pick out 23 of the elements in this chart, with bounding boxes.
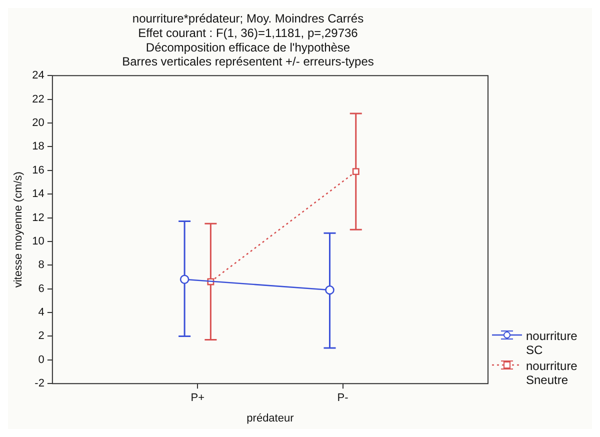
x-axis-title: prédateur [246,412,294,424]
x-tick-label: P+ [190,392,205,404]
y-tick-label: 8 [38,259,44,272]
text: Décomposition efficace de l'hypothèse [146,40,350,54]
text: Effet courant : F(1, 36)=1,1181, p=,29736 [138,26,358,40]
y-tick-label: 22 [32,93,44,106]
y-tick-label: 16 [32,164,44,176]
x-tick-label: P- [337,392,349,404]
y-axis-title: vitesse moyenne (cm/s) [12,172,25,288]
y-tick-label: 18 [32,140,44,153]
y-tick-label: 24 [32,70,44,82]
y-tick-label: 4 [38,306,44,319]
text: nourriture*prédateur; Moy. Moindres Carrés [132,12,364,26]
y-tick-label: 6 [38,282,44,295]
y-tick-label: 2 [38,330,44,342]
y-tick-label: 12 [32,212,44,224]
y-tick-label: 10 [32,235,44,248]
y-tick-label: -2 [34,378,44,390]
y-tick-label: 0 [38,354,44,366]
legend-label: nourriture Sneutre [526,359,578,387]
y-tick-label: 20 [32,117,44,130]
y-tick-label: 14 [32,188,44,200]
text: Barres verticales représentent +/- erreurs-types [122,54,374,69]
